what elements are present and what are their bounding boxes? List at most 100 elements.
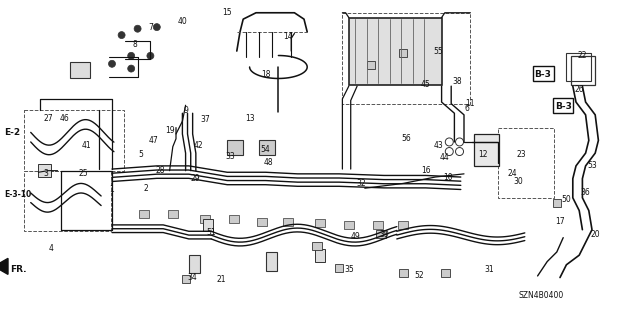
Bar [344, 221, 354, 229]
Bar [367, 61, 375, 70]
Bar [342, 13, 470, 104]
Text: 55: 55 [433, 47, 444, 56]
Text: 51: 51 [206, 228, 216, 237]
Bar [38, 164, 51, 177]
Bar [24, 110, 124, 171]
Text: 53: 53 [587, 161, 597, 170]
Bar [257, 218, 268, 226]
Bar [228, 214, 239, 223]
Text: 25: 25 [78, 169, 88, 178]
Text: 30: 30 [513, 177, 524, 186]
Bar [259, 140, 275, 155]
Text: 16: 16 [420, 166, 431, 175]
Bar [139, 210, 149, 218]
Text: 40: 40 [177, 17, 188, 26]
Bar [571, 56, 595, 85]
Text: 33: 33 [225, 152, 236, 161]
Text: 49: 49 [350, 232, 360, 241]
Bar [168, 210, 178, 218]
Text: 31: 31 [484, 265, 495, 274]
Text: E-2: E-2 [4, 128, 20, 137]
Bar [399, 269, 408, 277]
Text: 6: 6 [465, 104, 470, 113]
Bar [399, 48, 407, 57]
Bar [315, 219, 325, 227]
Bar [349, 18, 442, 85]
Text: 10: 10 [443, 173, 453, 182]
Text: 8: 8 [132, 40, 137, 49]
Bar [283, 218, 293, 226]
Bar [200, 214, 210, 223]
Bar [553, 98, 573, 113]
Text: 43: 43 [433, 141, 444, 150]
Polygon shape [0, 258, 8, 274]
Text: 14: 14 [283, 32, 293, 41]
Bar [182, 275, 189, 283]
Bar [553, 198, 561, 207]
Text: 28: 28 [156, 166, 164, 175]
Bar [70, 62, 90, 78]
Text: 21: 21 [216, 275, 225, 284]
Text: 38: 38 [452, 77, 463, 86]
Bar [335, 264, 343, 272]
Bar [441, 269, 450, 277]
Text: 23: 23 [516, 150, 527, 159]
Text: SZN4B0400: SZN4B0400 [518, 291, 564, 300]
Bar [376, 230, 386, 239]
Text: 15: 15 [222, 8, 232, 17]
Bar [312, 241, 322, 250]
Circle shape [134, 25, 141, 32]
Bar [474, 134, 499, 166]
Text: 19: 19 [164, 126, 175, 135]
Circle shape [128, 52, 134, 59]
Bar [533, 66, 554, 81]
Bar [24, 171, 111, 231]
Text: 41: 41 [81, 141, 92, 150]
Text: B-3: B-3 [555, 102, 572, 111]
Text: 54: 54 [260, 145, 271, 154]
Text: 13: 13 [244, 114, 255, 122]
Text: 11: 11 [466, 99, 475, 108]
Text: 22: 22 [578, 51, 587, 60]
Text: 47: 47 [148, 136, 159, 145]
Text: 44: 44 [440, 153, 450, 162]
Text: 18: 18 [261, 70, 270, 79]
Text: 39: 39 [379, 230, 389, 239]
Bar [227, 140, 243, 155]
Text: 12: 12 [479, 150, 488, 159]
Text: B-3: B-3 [534, 70, 551, 79]
Circle shape [147, 52, 154, 59]
Circle shape [109, 60, 115, 67]
Text: 5: 5 [138, 150, 143, 159]
Text: 29: 29 [190, 174, 200, 183]
Text: 42: 42 [193, 141, 204, 150]
Text: 7: 7 [148, 23, 153, 32]
Text: 56: 56 [401, 134, 412, 143]
Text: 46: 46 [59, 114, 69, 122]
Text: 26: 26 [574, 85, 584, 94]
Text: 17: 17 [555, 217, 565, 226]
Bar [203, 219, 213, 231]
Text: 52: 52 [414, 271, 424, 280]
Circle shape [118, 32, 125, 39]
Text: 4: 4 [49, 244, 54, 253]
Text: 50: 50 [561, 195, 572, 204]
Text: 20: 20 [590, 230, 600, 239]
Text: 35: 35 [344, 265, 354, 274]
Text: 24: 24 [507, 169, 517, 178]
Bar [398, 221, 408, 229]
Text: 1: 1 [109, 185, 115, 194]
Bar [315, 249, 325, 262]
Text: 3: 3 [44, 169, 49, 178]
Bar [266, 252, 277, 271]
Text: 27: 27 [43, 114, 53, 122]
Text: 37: 37 [200, 115, 210, 124]
Text: 34: 34 [187, 273, 197, 282]
Text: 32: 32 [356, 179, 367, 188]
Text: 2: 2 [143, 184, 148, 193]
Bar [372, 221, 383, 229]
Text: 45: 45 [420, 80, 431, 89]
Bar [498, 128, 554, 198]
Text: 36: 36 [580, 189, 591, 197]
Bar [189, 255, 200, 273]
